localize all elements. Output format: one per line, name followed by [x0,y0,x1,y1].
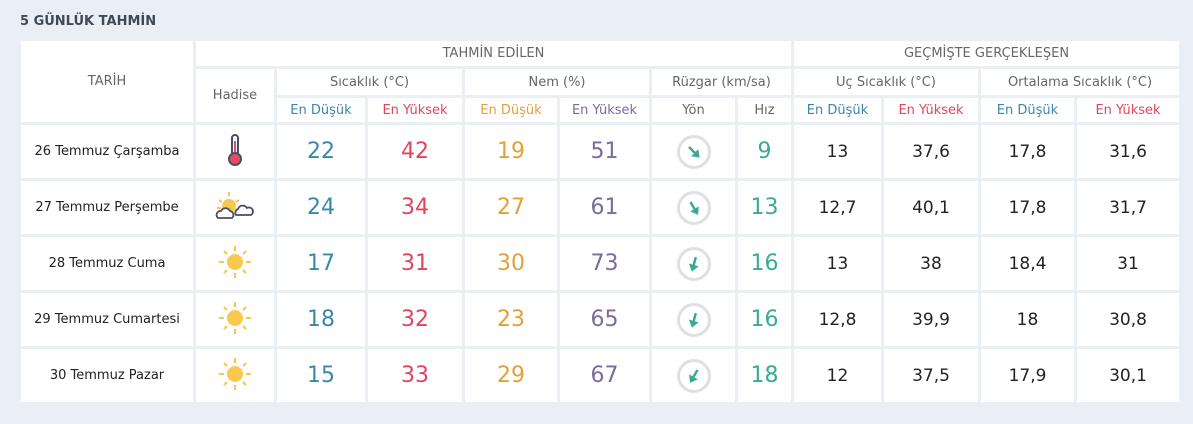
header-humidity: Nem (%) [465,69,649,95]
thermometer-icon [196,125,274,178]
humidity-low: 30 [465,237,557,290]
average-low: 17,8 [981,181,1074,234]
humidity-high: 65 [560,293,649,346]
date-cell: 29 Temmuz Cumartesi [21,293,193,346]
extreme-high: 40,1 [884,181,978,234]
table-row: 30 Temmuz Pazar 15 33 29 67 18 12 37,5 1… [21,349,1179,402]
extreme-low: 13 [794,125,881,178]
extreme-high: 37,5 [884,349,978,402]
table-row: 28 Temmuz Cuma 17 31 30 73 16 13 38 18,4… [21,237,1179,290]
temp-low: 17 [277,237,365,290]
header-extreme-low: En Düşük [794,98,881,122]
sun-icon [196,349,274,402]
sun-icon [196,237,274,290]
average-high: 30,1 [1077,349,1179,402]
temp-high: 31 [368,237,462,290]
wind-arrow-icon [676,134,711,169]
header-date: TARİH [21,41,193,122]
wind-speed: 9 [738,125,791,178]
average-high: 30,8 [1077,293,1179,346]
wind-arrow-icon [676,246,711,281]
extreme-high: 39,9 [884,293,978,346]
wind-direction [652,125,735,178]
wind-direction [652,181,735,234]
header-average: Ortalama Sıcaklık (°C) [981,69,1179,95]
section-title: 5 GÜNLÜK TAHMİN [20,14,157,29]
extreme-low: 12,7 [794,181,881,234]
wind-direction [652,237,735,290]
header-wind: Rüzgar (km/sa) [652,69,791,95]
date-cell: 28 Temmuz Cuma [21,237,193,290]
header-wind-speed: Hız [738,98,791,122]
average-low: 17,9 [981,349,1074,402]
header-hum-low: En Düşük [465,98,557,122]
header-wind-dir: Yön [652,98,735,122]
wind-arrow-icon [676,302,711,337]
average-high: 31,7 [1077,181,1179,234]
temp-high: 34 [368,181,462,234]
humidity-low: 29 [465,349,557,402]
header-temp-low: En Düşük [277,98,365,122]
date-cell: 27 Temmuz Perşembe [21,181,193,234]
sun-icon [196,293,274,346]
header-temp: Sıcaklık (°C) [277,69,462,95]
header-temp-high: En Yüksek [368,98,462,122]
average-high: 31,6 [1077,125,1179,178]
humidity-low: 23 [465,293,557,346]
wind-speed: 13 [738,181,791,234]
partly-cloudy-icon [196,181,274,234]
temp-low: 18 [277,293,365,346]
extreme-low: 12 [794,349,881,402]
humidity-high: 67 [560,349,649,402]
humidity-low: 19 [465,125,557,178]
humidity-high: 61 [560,181,649,234]
humidity-high: 73 [560,237,649,290]
extreme-low: 13 [794,237,881,290]
extreme-high: 38 [884,237,978,290]
wind-arrow-icon [676,358,711,393]
table-row: 27 Temmuz Perşembe 24 34 27 61 13 12,7 4… [21,181,1179,234]
temp-low: 24 [277,181,365,234]
table-row: 26 Temmuz Çarşamba 22 42 19 51 9 13 37,6… [21,125,1179,178]
date-cell: 30 Temmuz Pazar [21,349,193,402]
forecast-table: TARİH TAHMİN EDİLEN GEÇMİŞTE GERÇEKLEŞEN… [18,38,1182,405]
average-low: 18,4 [981,237,1074,290]
wind-speed: 16 [738,293,791,346]
average-high: 31 [1077,237,1179,290]
temp-low: 15 [277,349,365,402]
header-extreme-high: En Yüksek [884,98,978,122]
humidity-high: 51 [560,125,649,178]
wind-direction [652,349,735,402]
header-avg-low: En Düşük [981,98,1074,122]
table-row: 29 Temmuz Cumartesi 18 32 23 65 16 12,8 … [21,293,1179,346]
wind-arrow-icon [676,190,711,225]
temp-high: 32 [368,293,462,346]
date-cell: 26 Temmuz Çarşamba [21,125,193,178]
header-extreme: Uç Sıcaklık (°C) [794,69,978,95]
humidity-low: 27 [465,181,557,234]
header-forecast: TAHMİN EDİLEN [196,41,791,66]
header-hadise: Hadise [196,69,274,122]
header-hum-high: En Yüksek [560,98,649,122]
average-low: 17,8 [981,125,1074,178]
extreme-high: 37,6 [884,125,978,178]
header-past: GEÇMİŞTE GERÇEKLEŞEN [794,41,1179,66]
temp-high: 33 [368,349,462,402]
header-avg-high: En Yüksek [1077,98,1179,122]
temp-high: 42 [368,125,462,178]
wind-speed: 18 [738,349,791,402]
temp-low: 22 [277,125,365,178]
wind-direction [652,293,735,346]
average-low: 18 [981,293,1074,346]
extreme-low: 12,8 [794,293,881,346]
wind-speed: 16 [738,237,791,290]
